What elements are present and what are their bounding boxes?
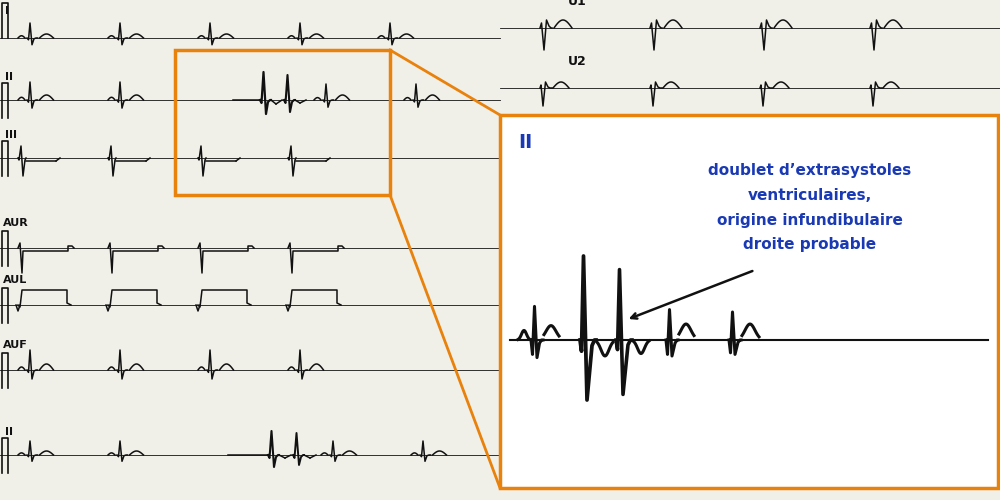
Bar	[175, 50, 390, 195]
Text: origine infundibulaire: origine infundibulaire	[717, 212, 903, 228]
Text: ventriculaires,: ventriculaires,	[748, 188, 872, 202]
Text: AUF: AUF	[3, 340, 28, 350]
Text: II: II	[518, 134, 532, 152]
Bar	[500, 115, 998, 488]
Text: II: II	[5, 427, 13, 437]
Text: II: II	[5, 72, 13, 82]
Text: AUL: AUL	[3, 275, 27, 285]
Text: III: III	[5, 130, 17, 140]
Text: U2: U2	[568, 55, 587, 68]
Text: droite probable: droite probable	[743, 238, 877, 252]
Text: doublet d’extrasystoles: doublet d’extrasystoles	[708, 162, 912, 178]
Text: U1: U1	[568, 0, 587, 8]
Text: AUR: AUR	[3, 218, 29, 228]
Text: I: I	[5, 6, 9, 16]
